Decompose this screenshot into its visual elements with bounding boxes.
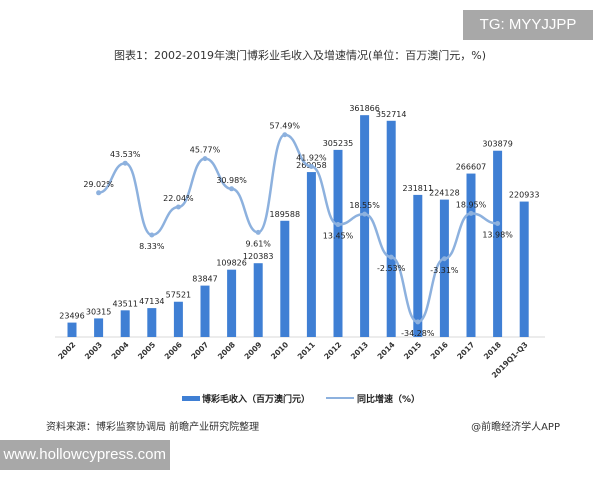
bar-label-2013: 361866 (349, 104, 380, 113)
growth-point-2018 (495, 220, 501, 226)
bar-label-2018: 303879 (482, 140, 513, 149)
bar-label-2003: 30315 (86, 307, 111, 316)
tick-2007: 2007 (189, 340, 210, 361)
growth-label-2012: 13.45% (323, 232, 354, 241)
tick-2012: 2012 (322, 340, 343, 361)
growth-point-2011 (308, 163, 314, 169)
tick-2005: 2005 (136, 340, 157, 361)
tick-2014: 2014 (375, 340, 396, 361)
bar-2018 (493, 150, 503, 337)
growth-label-2018: 13.98% (482, 230, 513, 239)
bar-label-2017: 266607 (456, 163, 487, 172)
growth-label-2016: -3.31% (430, 266, 459, 275)
growth-label-2006: 22.04% (163, 194, 194, 203)
bar-2003 (94, 318, 104, 337)
legend-bar-swatch (182, 396, 200, 401)
bar-2006 (173, 301, 183, 337)
growth-point-2008 (229, 186, 235, 192)
bar-2011 (306, 172, 316, 337)
bar-2013 (360, 115, 370, 337)
bar-label-2015: 231811 (403, 184, 434, 193)
bar-label-2007: 83847 (192, 275, 217, 284)
tick-2013: 2013 (349, 340, 370, 361)
bar-label-2019Q1-Q3: 220933 (509, 191, 540, 200)
bar-2002 (67, 322, 77, 337)
bar-2004 (120, 310, 130, 337)
growth-label-2010: 57.49% (270, 122, 301, 131)
watermark-tg: TG: MYYJJPP (463, 10, 593, 40)
tick-2008: 2008 (216, 340, 237, 361)
growth-point-2009 (255, 229, 261, 235)
bar-label-2006: 57521 (166, 291, 191, 300)
bar-label-2009: 120383 (243, 252, 274, 261)
growth-label-2011: 41.92% (296, 153, 327, 162)
tick-2002: 2002 (56, 340, 77, 361)
legend-bar-label: 博彩毛收入（百万澳门元） (202, 393, 310, 405)
bar-label-2010: 189588 (270, 210, 301, 219)
tick-2015: 2015 (402, 340, 423, 361)
tick-2016: 2016 (429, 340, 450, 361)
growth-point-2010 (282, 132, 288, 138)
brand-note: @前瞻经济学人APP (471, 422, 560, 433)
growth-point-2012 (335, 222, 341, 228)
chart-title: 图表1：2002-2019年澳门博彩业毛收入及增速情况(单位：百万澳门元，%) (114, 49, 486, 62)
bar-2007 (200, 285, 210, 337)
bar-2019Q1-Q3 (519, 201, 529, 337)
growth-label-2015: -34.28% (401, 329, 435, 338)
growth-label-2017: 18.95% (456, 200, 487, 209)
bar-2009 (253, 263, 263, 337)
tick-2004: 2004 (109, 340, 130, 361)
growth-label-2013: 18.55% (349, 201, 380, 210)
tick-2006: 2006 (163, 340, 184, 361)
tick-2011: 2011 (296, 340, 317, 361)
growth-point-2005 (149, 232, 155, 238)
bar-2012 (333, 149, 343, 337)
watermark-site: www.hollowcypress.com (0, 440, 170, 470)
bar-label-2002: 23496 (59, 312, 84, 321)
bar-2016 (439, 199, 449, 337)
bar-2015 (413, 194, 423, 337)
legend-line-label: 同比增速（%） (357, 393, 420, 405)
tick-2009: 2009 (242, 340, 263, 361)
growth-label-2003: 29.02% (83, 180, 114, 189)
growth-label-2008: 30.98% (216, 176, 247, 185)
growth-point-2006 (175, 204, 181, 210)
growth-point-2003 (96, 190, 102, 196)
growth-point-2015 (415, 319, 421, 325)
growth-point-2007 (202, 156, 208, 162)
growth-label-2014: -2.53% (377, 264, 406, 273)
growth-line (98, 133, 498, 324)
bar-label-2012: 305235 (323, 139, 354, 148)
bar-2010 (280, 220, 290, 337)
bar-label-2016: 224128 (429, 189, 460, 198)
growth-point-2016 (441, 256, 447, 262)
growth-point-2013 (362, 211, 368, 217)
bar-2005 (147, 308, 157, 337)
bar-2017 (466, 173, 476, 337)
growth-label-2005: 8.33% (139, 242, 165, 251)
bar-label-2008: 109826 (216, 259, 247, 268)
growth-point-2017 (468, 210, 474, 216)
source-note: 资料来源：博彩监察协调局 前瞻产业研究院整理 (46, 422, 260, 433)
bar-label-2004: 43511 (112, 299, 137, 308)
growth-label-2009: 9.61% (245, 239, 271, 248)
bar-label-2005: 47134 (139, 297, 164, 306)
tick-2010: 2010 (269, 340, 290, 361)
growth-point-2014 (388, 254, 394, 260)
bar-2014 (386, 120, 396, 337)
bar-label-2014: 352714 (376, 110, 407, 119)
growth-point-2004 (122, 160, 128, 166)
tick-2003: 2003 (83, 340, 104, 361)
bar-2008 (227, 269, 237, 337)
growth-label-2004: 43.53% (110, 150, 141, 159)
tick-2017: 2017 (455, 340, 476, 361)
tick-2018: 2018 (482, 340, 503, 361)
growth-label-2007: 45.77% (190, 146, 221, 155)
